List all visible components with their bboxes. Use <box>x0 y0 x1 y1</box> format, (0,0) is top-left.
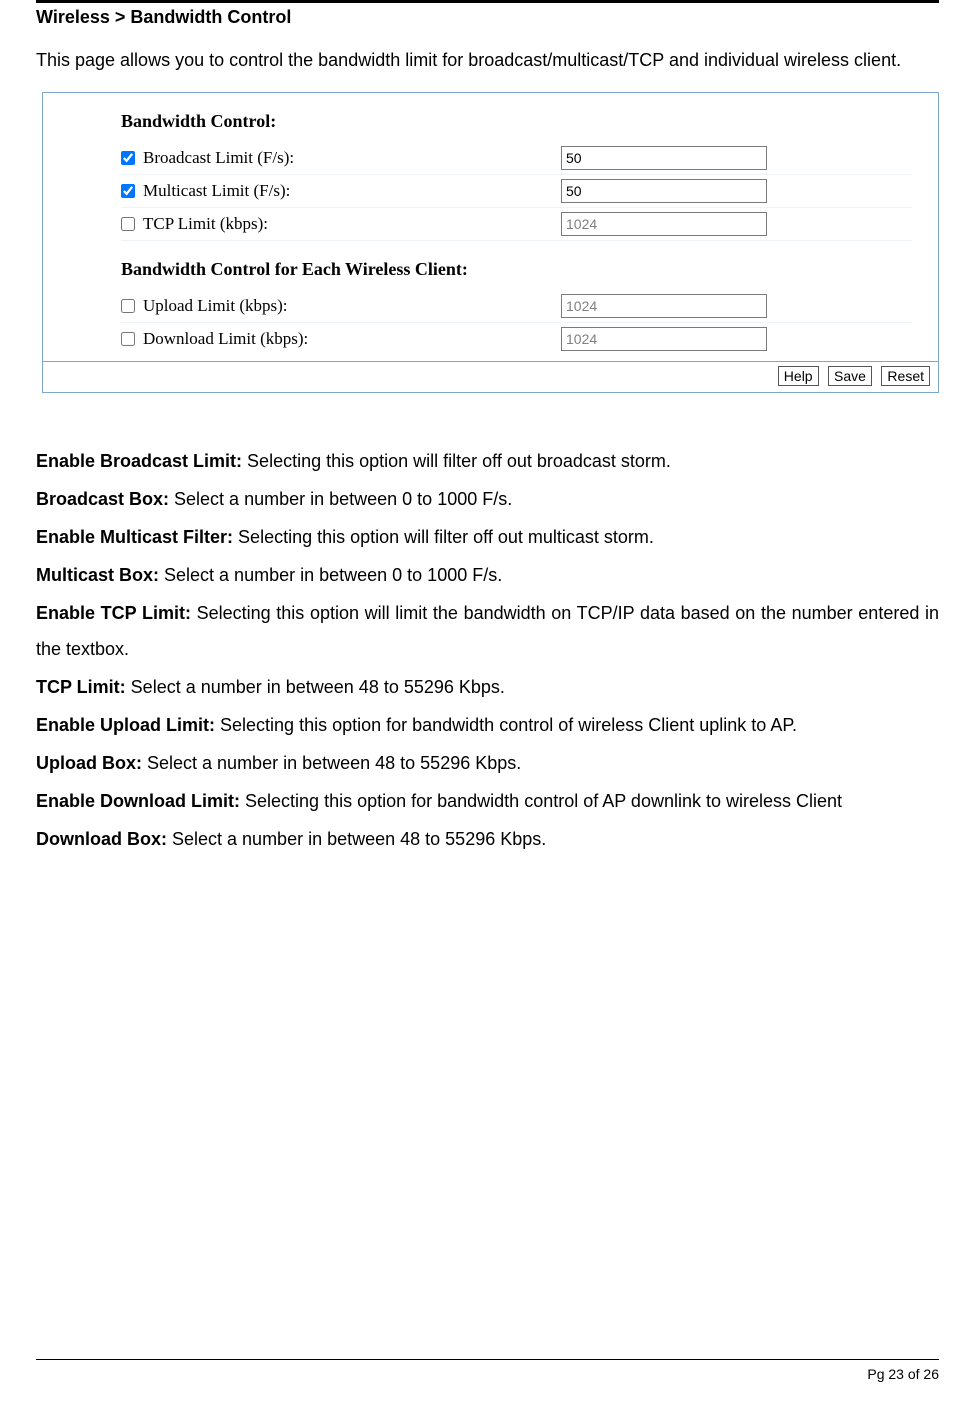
multicast-input[interactable] <box>561 179 767 203</box>
definition-label: Enable Upload Limit: <box>36 715 215 735</box>
download-input[interactable] <box>561 327 767 351</box>
section-heading-bandwidth: Bandwidth Control: <box>121 111 912 132</box>
definition-text: Select a number in between 48 to 55296 K… <box>167 829 546 849</box>
definition-text: Selecting this option for bandwidth cont… <box>240 791 842 811</box>
definition-label: Broadcast Box: <box>36 489 169 509</box>
tcp-checkbox[interactable] <box>121 217 135 231</box>
definitions-section: Enable Broadcast Limit: Selecting this o… <box>36 443 939 857</box>
definition-text: Selecting this option for bandwidth cont… <box>215 715 797 735</box>
definition-item: Multicast Box: Select a number in betwee… <box>36 557 939 593</box>
definition-text: Select a number in between 48 to 55296 K… <box>126 677 505 697</box>
panel-inner: Bandwidth Control: Broadcast Limit (F/s)… <box>43 93 938 361</box>
download-checkbox[interactable] <box>121 332 135 346</box>
tcp-value-cell <box>561 212 767 236</box>
definition-label: Enable TCP Limit: <box>36 603 191 623</box>
broadcast-limit-label[interactable]: Broadcast Limit (F/s): <box>121 148 561 168</box>
panel-footer: Help Save Reset <box>43 361 938 390</box>
definition-label: Download Box: <box>36 829 167 849</box>
definition-text: Selecting this option will filter off ou… <box>242 451 671 471</box>
broadcast-checkbox[interactable] <box>121 151 135 165</box>
save-button[interactable]: Save <box>828 366 872 386</box>
definition-label: Enable Multicast Filter: <box>36 527 233 547</box>
tcp-label-text: TCP Limit (kbps): <box>143 214 268 234</box>
page-footer: Pg 23 of 26 <box>36 1359 939 1382</box>
definition-item: Enable Multicast Filter: Selecting this … <box>36 519 939 555</box>
upload-limit-label[interactable]: Upload Limit (kbps): <box>121 296 561 316</box>
top-rule <box>36 0 939 3</box>
row-broadcast: Broadcast Limit (F/s): <box>121 142 912 175</box>
reset-button[interactable]: Reset <box>881 366 930 386</box>
intro-text: This page allows you to control the band… <box>36 42 939 78</box>
definition-text: Select a number in between 0 to 1000 F/s… <box>169 489 512 509</box>
row-tcp: TCP Limit (kbps): <box>121 208 912 241</box>
page-title: Wireless > Bandwidth Control <box>36 7 939 28</box>
multicast-value-cell <box>561 179 767 203</box>
tcp-input[interactable] <box>561 212 767 236</box>
broadcast-value-cell <box>561 146 767 170</box>
definition-item: Enable TCP Limit: Selecting this option … <box>36 595 939 667</box>
download-limit-label[interactable]: Download Limit (kbps): <box>121 329 561 349</box>
document-page: Wireless > Bandwidth Control This page a… <box>0 0 975 1408</box>
page-number: Pg 23 of 26 <box>36 1366 939 1382</box>
upload-checkbox[interactable] <box>121 299 135 313</box>
definition-label: Upload Box: <box>36 753 142 773</box>
upload-label-text: Upload Limit (kbps): <box>143 296 287 316</box>
definition-label: TCP Limit: <box>36 677 126 697</box>
definition-item: Broadcast Box: Select a number in betwee… <box>36 481 939 517</box>
download-value-cell <box>561 327 767 351</box>
bottom-rule <box>36 1359 939 1360</box>
row-upload: Upload Limit (kbps): <box>121 290 912 323</box>
tcp-limit-label[interactable]: TCP Limit (kbps): <box>121 214 561 234</box>
broadcast-label-text: Broadcast Limit (F/s): <box>143 148 294 168</box>
multicast-limit-label[interactable]: Multicast Limit (F/s): <box>121 181 561 201</box>
upload-value-cell <box>561 294 767 318</box>
download-label-text: Download Limit (kbps): <box>143 329 308 349</box>
row-multicast: Multicast Limit (F/s): <box>121 175 912 208</box>
definition-label: Multicast Box: <box>36 565 159 585</box>
upload-input[interactable] <box>561 294 767 318</box>
definition-text: Selecting this option will filter off ou… <box>233 527 654 547</box>
definition-item: Enable Broadcast Limit: Selecting this o… <box>36 443 939 479</box>
broadcast-input[interactable] <box>561 146 767 170</box>
help-button[interactable]: Help <box>778 366 819 386</box>
multicast-checkbox[interactable] <box>121 184 135 198</box>
definition-item: Enable Download Limit: Selecting this op… <box>36 783 939 819</box>
definition-item: Upload Box: Select a number in between 4… <box>36 745 939 781</box>
section-heading-client: Bandwidth Control for Each Wireless Clie… <box>121 259 912 280</box>
definition-text: Select a number in between 0 to 1000 F/s… <box>159 565 502 585</box>
definition-item: TCP Limit: Select a number in between 48… <box>36 669 939 705</box>
bandwidth-control-panel: Bandwidth Control: Broadcast Limit (F/s)… <box>42 92 939 393</box>
definition-label: Enable Broadcast Limit: <box>36 451 242 471</box>
row-download: Download Limit (kbps): <box>121 323 912 355</box>
definition-label: Enable Download Limit: <box>36 791 240 811</box>
definition-item: Enable Upload Limit: Selecting this opti… <box>36 707 939 743</box>
definition-item: Download Box: Select a number in between… <box>36 821 939 857</box>
definition-text: Select a number in between 48 to 55296 K… <box>142 753 521 773</box>
multicast-label-text: Multicast Limit (F/s): <box>143 181 290 201</box>
